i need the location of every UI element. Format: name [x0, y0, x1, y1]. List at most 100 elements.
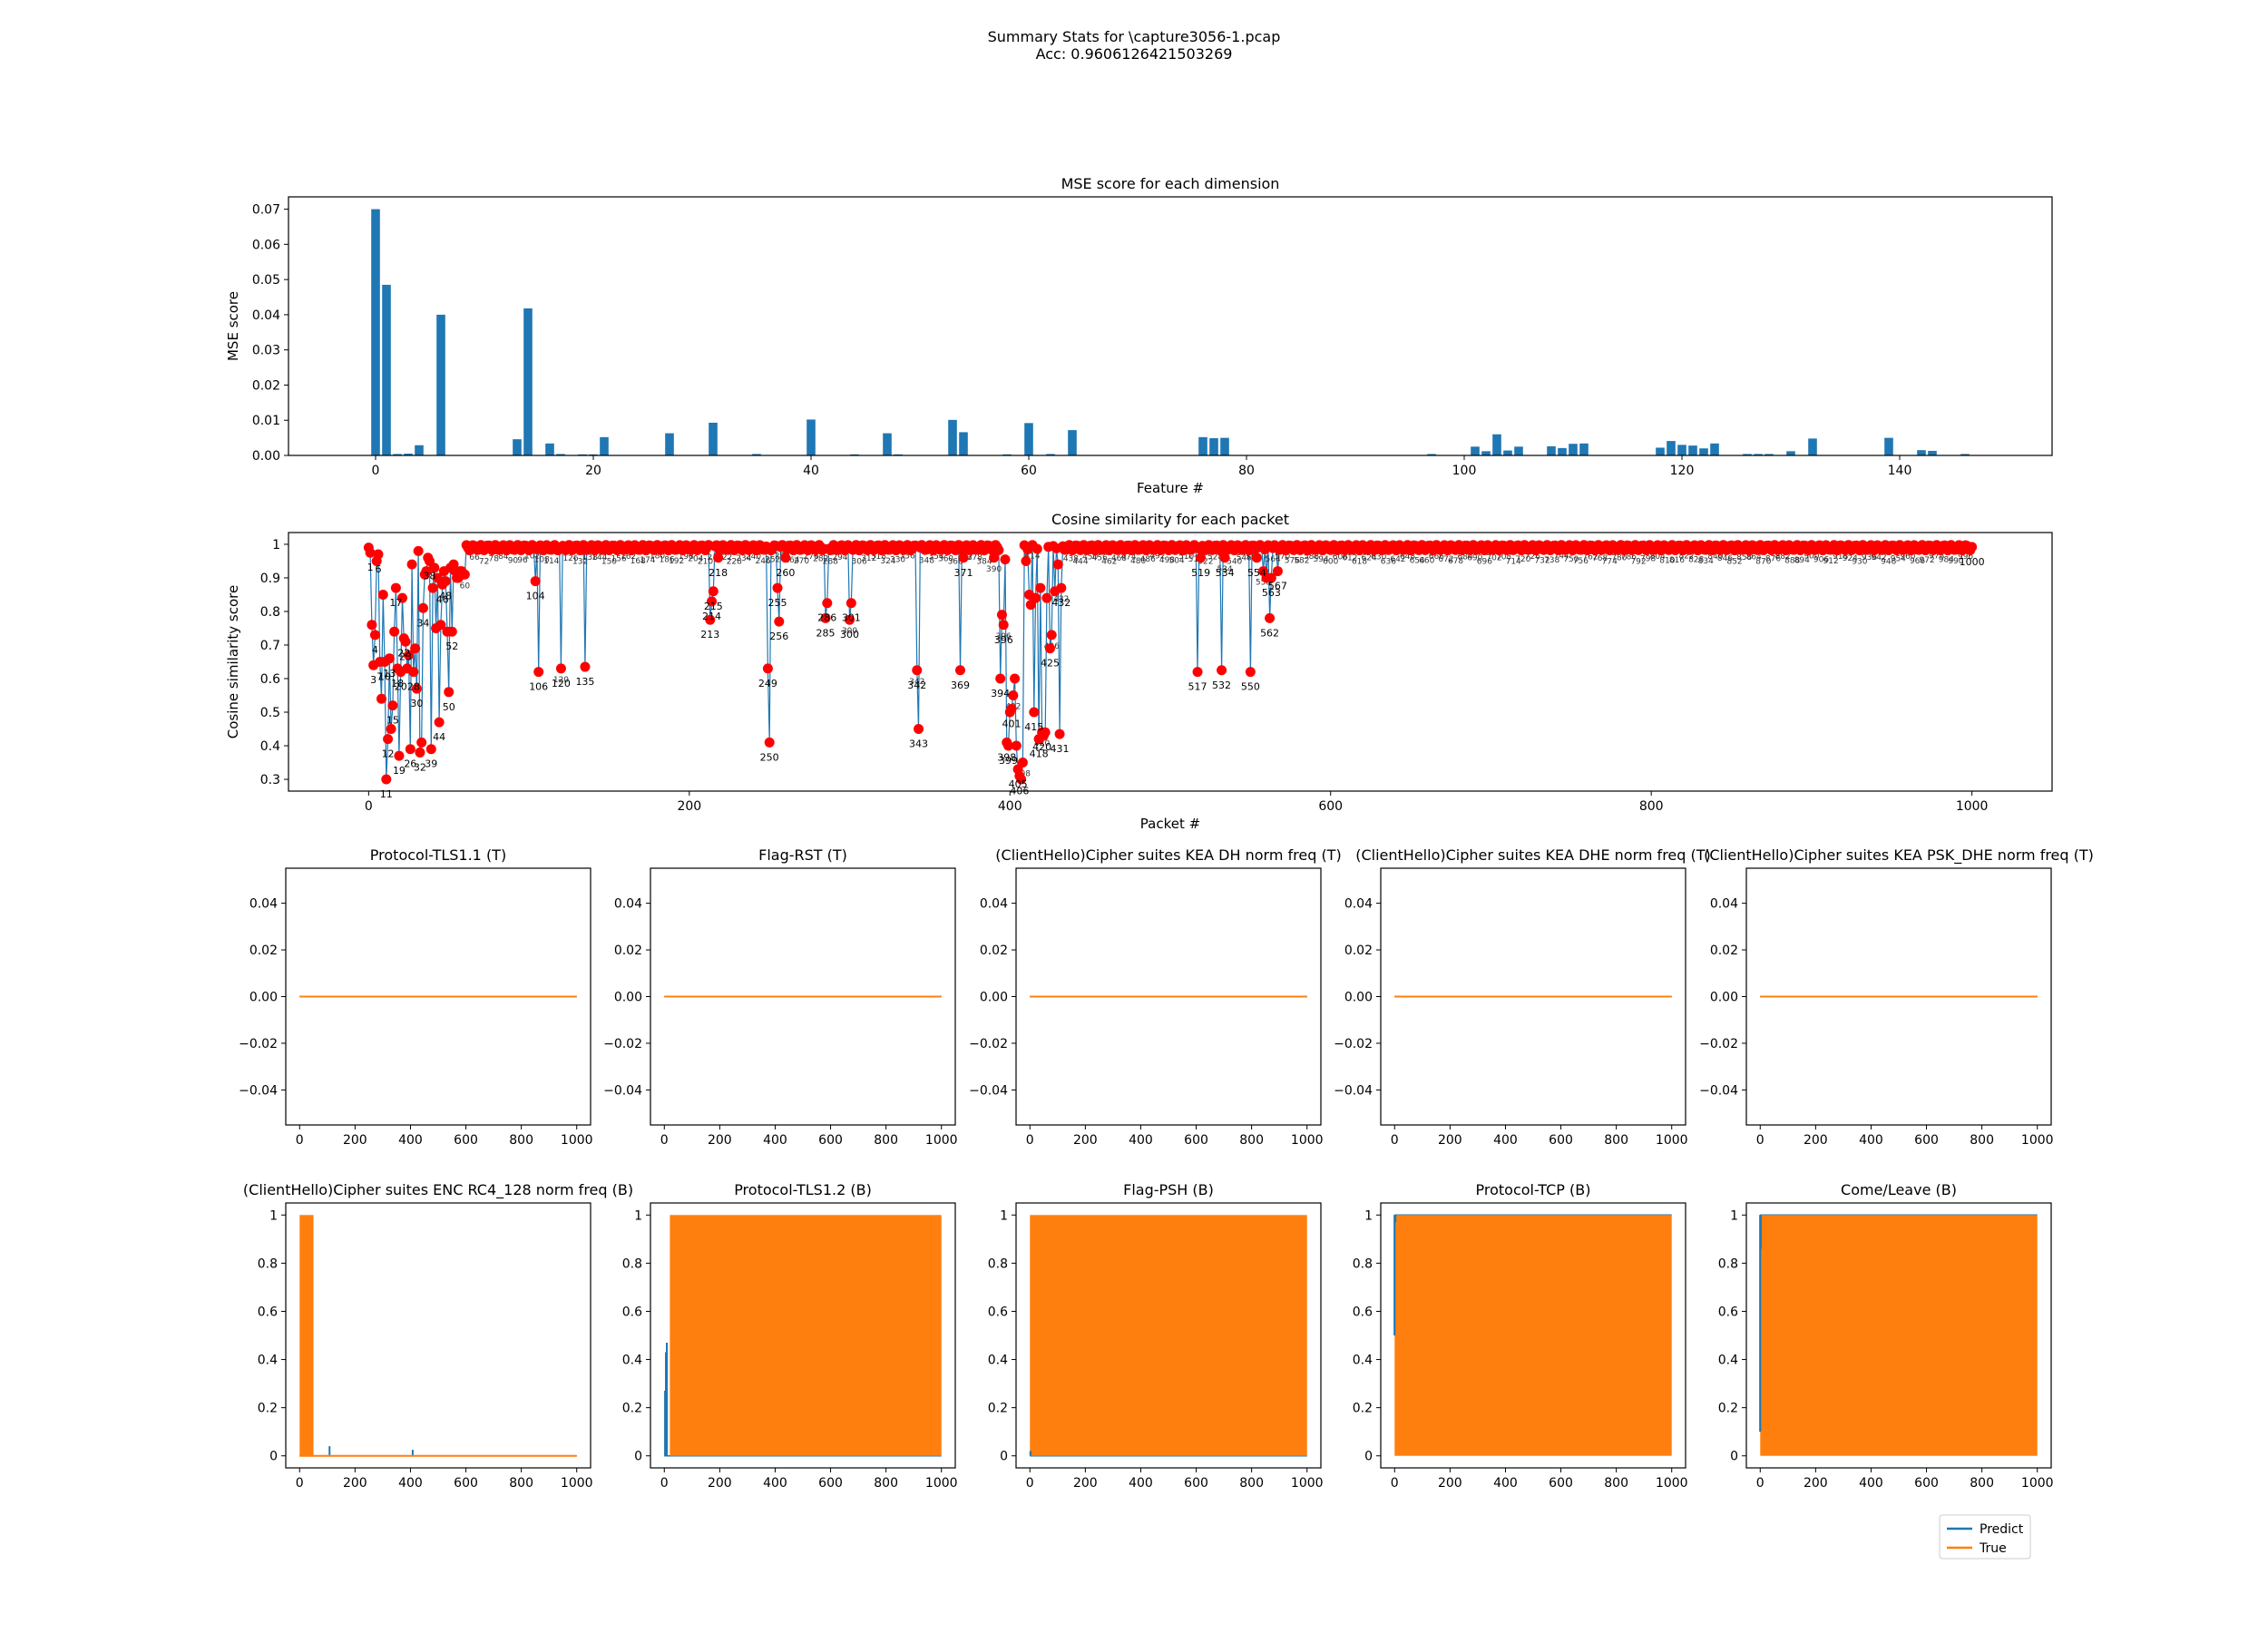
- packet-label: 126: [562, 554, 578, 563]
- x-tick-label: 0: [365, 799, 373, 814]
- y-tick-label: 0.07: [252, 203, 280, 218]
- y-tick-label: 1: [1000, 1208, 1008, 1223]
- packet-label: 567: [1268, 581, 1287, 592]
- packet-label: 678: [1448, 557, 1463, 566]
- x-tick-label: 0: [1026, 1476, 1034, 1491]
- packet-marker: [434, 717, 445, 728]
- packet-marker: [413, 545, 424, 556]
- packet-label: 342: [907, 680, 926, 691]
- packet-label: 828: [1688, 555, 1704, 564]
- y-tick-label: −0.02: [1334, 1037, 1373, 1051]
- y-tick-label: 0.8: [622, 1257, 642, 1271]
- panel-come_leave: Come/Leave (B) 0 200 400 600 800 1000 0 0.2 0.4 0.…: [1718, 1181, 2054, 1491]
- packet-label: 534: [1216, 567, 1235, 579]
- packet-label: 418: [1030, 748, 1049, 760]
- packet-marker: [440, 576, 451, 587]
- packet-label: 492: [1149, 552, 1165, 562]
- packet-marker: [764, 737, 775, 748]
- x-tick-label: 200: [1073, 1133, 1098, 1148]
- packet-label: 32: [414, 761, 426, 773]
- y-tick-label: 0: [1000, 1450, 1008, 1464]
- packet-label: 942: [1872, 553, 1887, 562]
- x-tick-label: 1000: [925, 1476, 958, 1491]
- packet-label: 270: [794, 557, 809, 566]
- packet-label: 26: [404, 758, 416, 770]
- y-tick-label: 0.00: [980, 991, 1008, 1005]
- packet-label: 576: [1285, 556, 1300, 565]
- x-tick-label: 200: [343, 1476, 367, 1491]
- packet-label: 954: [1891, 554, 1906, 563]
- x-tick-label: 200: [708, 1476, 732, 1491]
- packet-label: 420: [1034, 739, 1050, 748]
- x-axis-label: Feature #: [1137, 480, 1204, 496]
- chart-title: Flag-PSH (B): [1123, 1181, 1214, 1198]
- packet-marker: [1265, 612, 1276, 623]
- bar-feature-35: [752, 454, 761, 455]
- x-tick-label: 800: [874, 1476, 898, 1491]
- packet-label: 486: [1140, 555, 1156, 564]
- packet-label: 990: [1948, 557, 1963, 566]
- packet-label: 504: [1168, 556, 1184, 565]
- packet-label: 594: [1314, 555, 1329, 564]
- plot-frame: [1015, 1202, 1322, 1469]
- packet-label: 852: [1726, 558, 1742, 567]
- y-tick-label: 0.02: [980, 944, 1008, 958]
- chart-title: MSE score for each dimension: [1061, 175, 1280, 192]
- packet-label: 252: [765, 556, 780, 565]
- y-tick-label: 0.4: [622, 1354, 642, 1368]
- packet-label: 612: [1342, 554, 1357, 563]
- x-tick-label: 20: [585, 464, 601, 478]
- x-tick-label: 200: [1804, 1476, 1828, 1491]
- plot-frame: [1745, 1202, 2052, 1469]
- packet-label: 260: [776, 567, 795, 579]
- packet-marker: [384, 653, 395, 664]
- x-tick-label: 1000: [1291, 1476, 1324, 1491]
- y-tick-label: 0: [269, 1450, 278, 1464]
- packet-label: 882: [1775, 552, 1791, 562]
- packet-marker: [993, 544, 1004, 555]
- packet-label: 120: [553, 676, 569, 685]
- y-tick-label: 0.2: [1718, 1402, 1738, 1416]
- packet-label: 405: [1009, 778, 1028, 790]
- packet-marker: [404, 650, 415, 660]
- figure-title: Summary Stats for \capture3056-1.pcap: [988, 28, 1281, 45]
- packet-marker: [408, 667, 419, 678]
- packet-label: 312: [861, 554, 876, 563]
- packet-label: 415: [1024, 721, 1043, 733]
- y-tick-label: 0.7: [260, 639, 280, 653]
- x-axis-label: Packet #: [1140, 816, 1200, 832]
- x-tick-label: 0: [1026, 1133, 1034, 1148]
- packet-label: 318: [871, 552, 886, 562]
- packet-label: 186: [659, 556, 674, 565]
- y-tick-label: 0.05: [252, 273, 280, 288]
- plot-area: [1759, 1214, 2038, 1456]
- packet-label: 348: [919, 557, 934, 566]
- plot-area: [664, 1215, 942, 1457]
- x-tick-label: 400: [1493, 1476, 1518, 1491]
- packet-label: 966: [1910, 557, 1925, 566]
- packet-label: 96: [517, 556, 528, 565]
- y-tick-label: −0.02: [969, 1037, 1008, 1051]
- packet-label: 660: [1419, 556, 1434, 565]
- packet-label: 222: [717, 553, 732, 562]
- predict-series-overlay: [1759, 1215, 1762, 1433]
- x-tick-label: 400: [1129, 1133, 1153, 1148]
- packet-label: 606: [1333, 552, 1348, 562]
- x-tick-label: 1000: [1291, 1133, 1324, 1148]
- packet-label: 431: [1051, 743, 1070, 755]
- packet-label: 570: [1275, 552, 1290, 562]
- packet-marker: [1192, 667, 1203, 678]
- packet-marker: [1011, 740, 1022, 751]
- packet-label: 822: [1678, 552, 1694, 562]
- packet-marker: [1251, 552, 1262, 563]
- plot-frame: [650, 867, 956, 1126]
- x-tick-label: 0: [296, 1476, 304, 1491]
- packet-marker: [410, 643, 421, 654]
- packet-marker: [1046, 630, 1057, 640]
- packet-label: 18: [391, 678, 404, 689]
- x-tick-label: 100: [1452, 464, 1477, 478]
- x-tick-label: 0: [296, 1133, 304, 1148]
- packet-label: 215: [704, 601, 723, 612]
- packet-marker: [1052, 559, 1063, 570]
- packet-label: 876: [1765, 555, 1781, 564]
